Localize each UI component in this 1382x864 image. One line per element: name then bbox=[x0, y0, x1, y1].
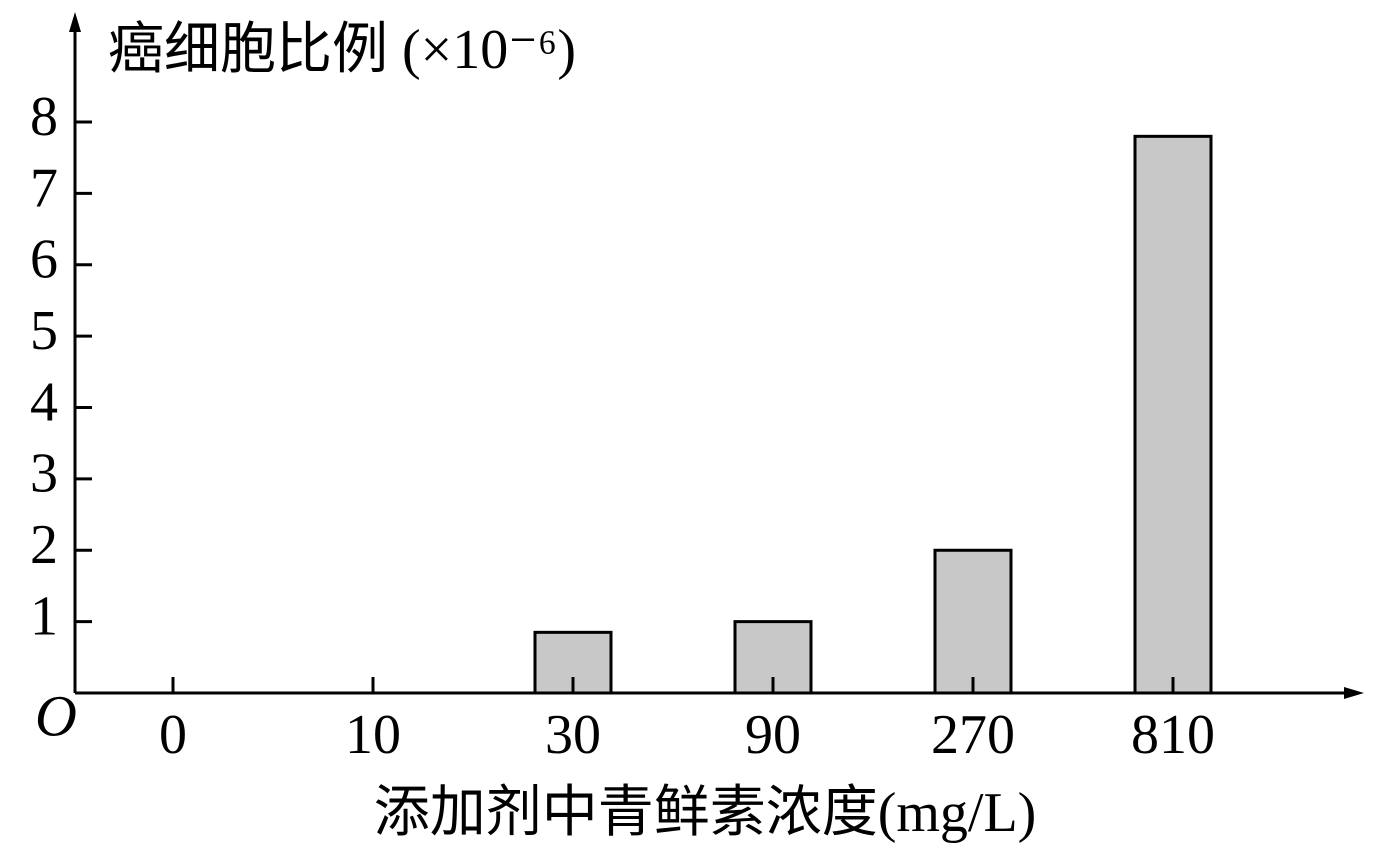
x-tick-label: 810 bbox=[1131, 704, 1215, 766]
y-axis-arrow bbox=[69, 12, 81, 32]
x-tick-label: 10 bbox=[345, 704, 401, 766]
x-axis-arrow bbox=[1344, 687, 1364, 699]
bar bbox=[933, 548, 1013, 695]
y-tick-label: 1 bbox=[30, 585, 58, 647]
y-tick-label: 2 bbox=[30, 514, 58, 576]
x-axis-title: 添加剂中青鲜素浓度(mg/L) bbox=[374, 782, 1037, 844]
y-tick-label: 5 bbox=[30, 300, 58, 362]
x-tick-label: 270 bbox=[931, 704, 1015, 766]
origin-label: O bbox=[35, 683, 77, 748]
y-tick-label: 6 bbox=[30, 229, 58, 291]
y-tick-label: 4 bbox=[30, 371, 58, 433]
y-tick-label: 8 bbox=[30, 86, 58, 148]
y-tick-label: 3 bbox=[30, 443, 58, 505]
x-tick-label: 90 bbox=[745, 704, 801, 766]
x-tick-label: 30 bbox=[545, 704, 601, 766]
y-tick-label: 7 bbox=[30, 157, 58, 219]
x-tick-label: 0 bbox=[159, 704, 187, 766]
y-axis-title: 癌细胞比例 (×10⁻⁶) bbox=[108, 19, 576, 81]
bar bbox=[1133, 134, 1213, 695]
